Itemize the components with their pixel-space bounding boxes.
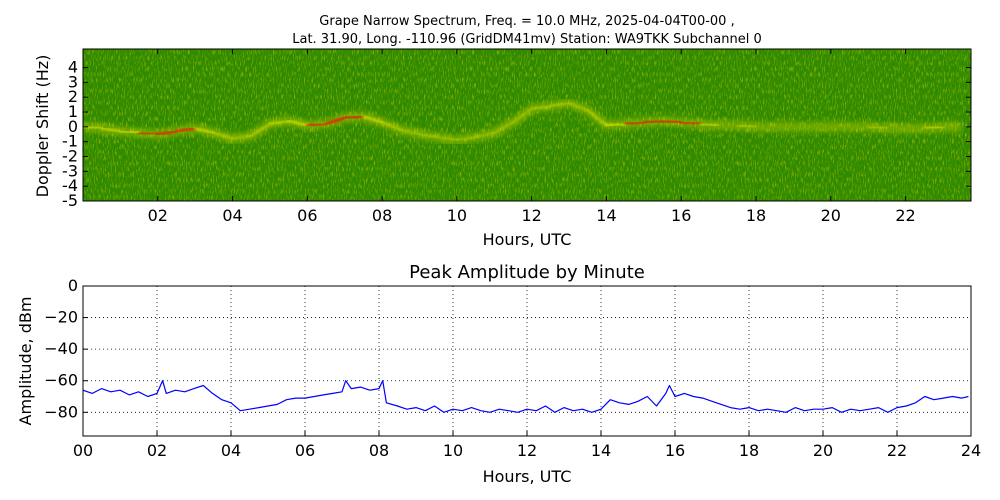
y-tick-label: -5 bbox=[62, 191, 78, 210]
doppler-trace-segment bbox=[119, 130, 141, 135]
spectrogram-y-label: Doppler Shift (Hz) bbox=[33, 55, 52, 198]
x-tick-label: 14 bbox=[596, 206, 616, 225]
x-tick-label: 24 bbox=[961, 441, 981, 460]
amplitude-x-ticks: 00 02 04 06 08 10 12 14 16 18 20 22 24 bbox=[73, 431, 981, 460]
x-tick-label: 16 bbox=[665, 441, 685, 460]
spectrogram-frame bbox=[82, 48, 972, 202]
doppler-trace-segment bbox=[698, 122, 720, 127]
doppler-trace-segment bbox=[568, 102, 589, 112]
doppler-trace-segment bbox=[605, 122, 627, 127]
x-tick-label: 20 bbox=[813, 441, 833, 460]
y-tick-label: -3 bbox=[62, 161, 78, 180]
figure-title-line2: Lat. 31.90, Long. -110.96 (GridDM41mv) S… bbox=[292, 32, 762, 47]
x-tick-label: 04 bbox=[222, 206, 242, 225]
x-tick-label: 00 bbox=[73, 441, 93, 460]
spectrogram-x-ticks: 02 04 06 08 10 12 14 16 18 20 22 bbox=[148, 49, 916, 225]
y-tick-label: −40 bbox=[44, 339, 78, 358]
x-tick-label: 08 bbox=[372, 206, 392, 225]
amplitude-chart-title: Peak Amplitude by Minute bbox=[409, 262, 645, 283]
doppler-trace-segment bbox=[493, 121, 514, 134]
doppler-trace-segment bbox=[437, 136, 458, 142]
doppler-trace-segment bbox=[381, 121, 402, 131]
x-tick-label: 18 bbox=[746, 206, 766, 225]
y-tick-label: −20 bbox=[44, 308, 78, 327]
doppler-trace-segment bbox=[306, 122, 328, 127]
spectrogram-signal bbox=[83, 97, 963, 146]
y-tick-label: -1 bbox=[62, 132, 78, 151]
doppler-trace-segment bbox=[324, 116, 347, 126]
x-tick-label: 18 bbox=[739, 441, 759, 460]
doppler-trace-segment bbox=[679, 121, 702, 126]
x-tick-label: 20 bbox=[821, 206, 841, 225]
amplitude-y-ticks: 0 −20 −40 −60 −80 bbox=[44, 276, 88, 421]
doppler-trace-segment bbox=[287, 119, 309, 127]
figure-title-line1: Grape Narrow Spectrum, Freq. = 10.0 MHz,… bbox=[319, 14, 734, 29]
x-tick-label: 02 bbox=[148, 206, 168, 225]
doppler-trace-segment bbox=[175, 126, 197, 133]
y-tick-label: −80 bbox=[44, 402, 78, 421]
y-tick-label: 4 bbox=[68, 58, 78, 77]
doppler-trace-segment bbox=[399, 128, 421, 136]
doppler-trace-segment bbox=[456, 136, 477, 142]
doppler-trace-segment bbox=[642, 119, 664, 124]
x-tick-label: 08 bbox=[369, 441, 389, 460]
doppler-trace-segment bbox=[867, 125, 888, 130]
doppler-trace-segment bbox=[156, 129, 178, 136]
doppler-trace-segment bbox=[623, 121, 646, 126]
doppler-trace-segment bbox=[736, 124, 757, 128]
y-tick-label: 2 bbox=[68, 87, 78, 106]
y-tick-label: 3 bbox=[68, 72, 78, 91]
doppler-trace-segment bbox=[231, 134, 253, 140]
amplitude-plot-area bbox=[83, 286, 971, 436]
doppler-trace-segment bbox=[100, 127, 122, 133]
y-tick-label: 0 bbox=[68, 276, 78, 295]
x-tick-label: 02 bbox=[147, 441, 167, 460]
y-tick-label: 1 bbox=[68, 102, 78, 121]
x-tick-label: 06 bbox=[295, 441, 315, 460]
doppler-trace-segment bbox=[212, 131, 234, 140]
doppler-trace-segment bbox=[193, 127, 216, 134]
doppler-trace-segment bbox=[923, 125, 945, 130]
doppler-trace-segment bbox=[549, 102, 571, 108]
amplitude-series-line bbox=[83, 380, 969, 413]
amplitude-y-label: Amplitude, dBm bbox=[16, 297, 35, 426]
x-tick-label: 06 bbox=[297, 206, 317, 225]
y-tick-label: −60 bbox=[44, 371, 78, 390]
doppler-trace-segment bbox=[362, 115, 384, 124]
x-tick-label: 16 bbox=[671, 206, 691, 225]
doppler-trace-segment bbox=[268, 119, 290, 126]
doppler-trace-segment bbox=[512, 108, 533, 124]
doppler-trace-segment bbox=[474, 131, 496, 139]
doppler-trace-segment bbox=[137, 131, 160, 136]
spectrogram-x-label: Hours, UTC bbox=[483, 230, 572, 249]
x-tick-label: 22 bbox=[895, 206, 915, 225]
y-tick-label: 0 bbox=[68, 117, 78, 136]
x-tick-label: 14 bbox=[591, 441, 611, 460]
amplitude-panel: Peak Amplitude by Minute 00 02 04 06 08 10 12 1… bbox=[16, 262, 981, 486]
doppler-trace-segment bbox=[586, 109, 608, 127]
x-tick-label: 12 bbox=[521, 206, 541, 225]
x-tick-label: 10 bbox=[447, 206, 467, 225]
doppler-trace-segment bbox=[343, 115, 365, 120]
doppler-trace-segment bbox=[661, 119, 683, 124]
amplitude-x-label: Hours, UTC bbox=[483, 467, 572, 486]
x-tick-label: 04 bbox=[221, 441, 241, 460]
y-tick-label: -4 bbox=[62, 176, 78, 195]
y-tick-label: -2 bbox=[62, 147, 78, 166]
doppler-trace-segment bbox=[418, 133, 440, 139]
x-tick-label: 10 bbox=[443, 441, 463, 460]
doppler-trace-segment bbox=[250, 122, 271, 137]
doppler-trace-segment bbox=[530, 105, 552, 110]
x-tick-label: 12 bbox=[517, 441, 537, 460]
x-tick-label: 22 bbox=[887, 441, 907, 460]
